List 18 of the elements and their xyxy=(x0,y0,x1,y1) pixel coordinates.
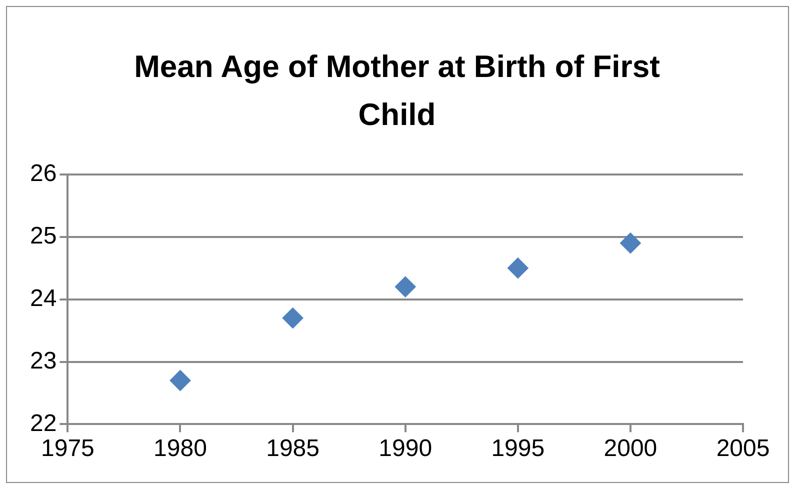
point xyxy=(282,308,304,329)
y-tick-label: 25 xyxy=(30,222,57,250)
x-tick-label: 1980 xyxy=(154,435,207,462)
x-tick-label: 1990 xyxy=(378,435,432,462)
x-tick-label: 1995 xyxy=(491,435,545,462)
y-tick-label: 22 xyxy=(30,410,57,437)
x-tick-label: 2005 xyxy=(716,435,770,462)
y-tick-label: 24 xyxy=(30,284,57,312)
y-tick-label: 23 xyxy=(30,347,57,374)
x-tick-label: 1975 xyxy=(41,435,94,462)
point xyxy=(170,370,191,391)
chart-title: Mean Age of Mother at Birth of First Child xyxy=(133,48,661,134)
point xyxy=(507,258,528,279)
y-tick-label: 26 xyxy=(30,160,57,188)
x-tick-label: 1985 xyxy=(266,435,320,462)
point xyxy=(620,232,641,254)
point xyxy=(394,276,416,298)
x-tick-label: 2000 xyxy=(604,435,658,462)
